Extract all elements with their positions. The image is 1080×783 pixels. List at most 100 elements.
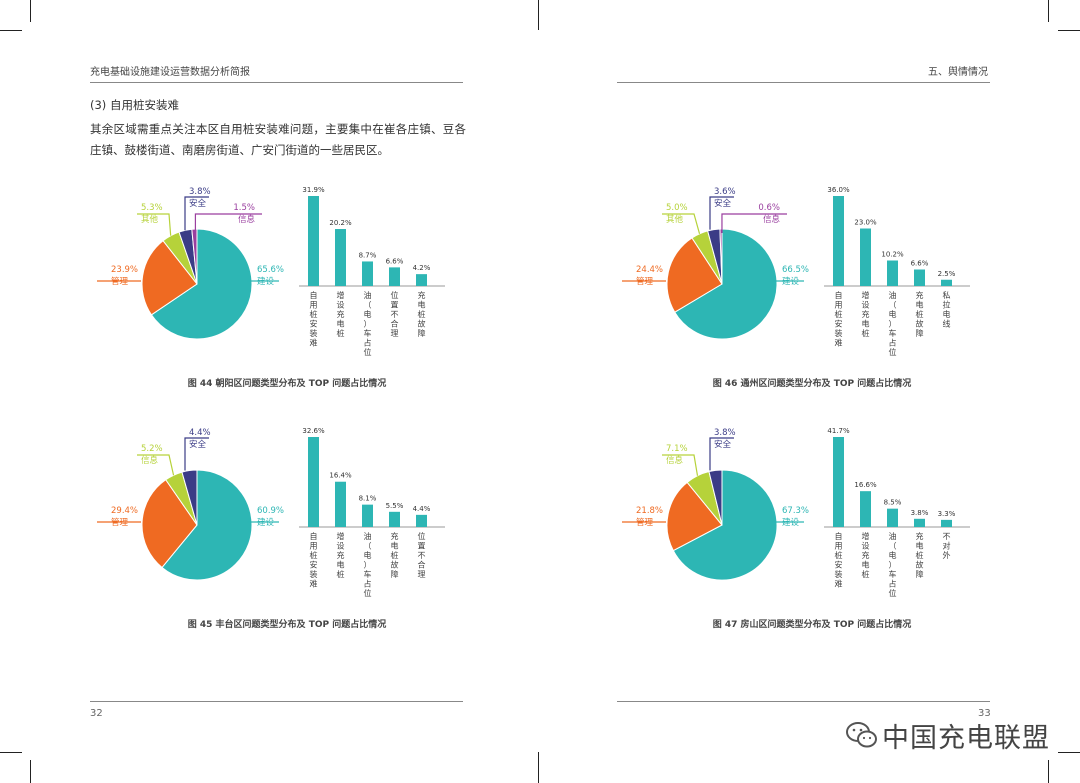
bar-category-char: 障 — [916, 569, 924, 579]
bar-category-char: 充 — [862, 309, 870, 319]
leader-line — [662, 454, 699, 476]
bar — [362, 504, 373, 527]
bar-category-char: 设 — [337, 541, 345, 551]
chart-svg: 65.6%建设 23.9%管理 5.3%其他 3.8%安全 1.5%信息 31.9% 自用桩… — [97, 186, 445, 357]
bar-category-char: 不 — [391, 310, 399, 319]
bar-category-char: 占 — [889, 338, 897, 348]
bar-category-char: 不 — [943, 532, 951, 541]
bar — [860, 228, 871, 286]
bar-value-label: 5.5% — [386, 502, 404, 510]
bar — [941, 279, 952, 286]
pie-slice-管理 — [141, 479, 198, 569]
bar-value-label: 10.2% — [881, 251, 904, 259]
pie-value-label: 65.6% — [257, 265, 284, 275]
pie-value-label: 1.5% — [233, 203, 255, 213]
bar-value-label: 6.6% — [386, 257, 404, 265]
bar-category-char: 装 — [835, 328, 843, 338]
bar-value-label: 20.2% — [329, 219, 352, 227]
pie-slice-建设 — [672, 469, 778, 581]
pie-category-label: 管理 — [636, 517, 654, 528]
leader-line — [184, 196, 209, 231]
bar-category-char: 设 — [337, 300, 345, 310]
bar-category-char: 电 — [916, 541, 924, 551]
bar-category-char: 桩 — [835, 309, 843, 319]
bar-category-char: 故 — [916, 560, 924, 570]
bar — [914, 518, 925, 527]
header-right-title: 五、舆情情况 — [928, 67, 988, 78]
leader-line — [137, 454, 175, 476]
bar-category-char: 增 — [862, 290, 870, 300]
page-number-right: 33 — [978, 708, 991, 719]
bar-category-char: 合 — [418, 560, 426, 570]
bar-category-char: 桩 — [310, 550, 318, 560]
bar-category-char: 私 — [943, 291, 951, 300]
leader-line — [709, 196, 734, 230]
bar-category-char: 电 — [943, 309, 951, 319]
figure-45: 60.9% 建设 29.4% 管理 5.2% 信息 4.4% 安全 32.6% 自用桩安装难 16.… — [97, 421, 477, 636]
bar-category-char: 装 — [835, 569, 843, 579]
pie-value-label: 21.8% — [636, 506, 663, 516]
bar-value-label: 31.9% — [302, 186, 325, 194]
bar — [416, 514, 427, 527]
bar-category-char: 充 — [337, 309, 345, 319]
bar-category-char: 用 — [835, 542, 843, 551]
bar — [335, 229, 346, 286]
bar-category-char: 车 — [889, 328, 897, 338]
bar-category-char: 置 — [391, 301, 399, 310]
bar-category-char: 增 — [337, 531, 345, 541]
pie-category-label: 信息 — [666, 455, 684, 466]
bar-category-char: 安 — [835, 560, 843, 570]
bar-category-char: 故 — [391, 560, 399, 570]
bar-category-char: 置 — [418, 542, 426, 551]
pie-category-label: 建设 — [782, 517, 800, 528]
bar — [416, 274, 427, 286]
bar-category-char: ） — [364, 320, 372, 329]
bar-category-char: ） — [889, 561, 897, 570]
bar-category-char: 位 — [364, 347, 372, 357]
bar-category-char: 故 — [418, 319, 426, 329]
leader-line — [709, 437, 734, 471]
bar-category-char: 理 — [391, 329, 399, 338]
body-paragraph: 其余区域需重点关注本区自用桩安装难问题，主要集中在崔各庄镇、豆各庄镇、鼓楼街道、… — [90, 122, 466, 157]
bar-category-char: 装 — [310, 328, 318, 338]
bar — [860, 491, 871, 527]
pie-value-label: 5.2% — [141, 444, 163, 454]
bar-category-char: 桩 — [916, 309, 924, 319]
pie-value-label: 0.6% — [758, 203, 780, 213]
bar-category-char: 故 — [916, 319, 924, 329]
leader-line — [721, 213, 787, 233]
header-divider — [617, 82, 990, 83]
bar — [389, 511, 400, 527]
footer-divider — [90, 701, 463, 702]
pie-value-label: 23.9% — [111, 265, 138, 275]
crop-mark — [30, 760, 31, 783]
pie-value-label: 7.1% — [666, 444, 688, 454]
bar-category-char: 油 — [364, 290, 372, 300]
bar-category-char: 电 — [862, 319, 870, 329]
bar — [389, 267, 400, 286]
bar-value-label: 16.6% — [854, 481, 877, 489]
pie-value-label: 24.4% — [636, 265, 663, 275]
crop-mark — [538, 752, 539, 783]
bar — [833, 196, 844, 286]
crop-mark — [0, 752, 22, 753]
crop-mark — [538, 0, 539, 30]
bar-category-char: 桩 — [862, 569, 870, 579]
bar-category-char: 占 — [889, 579, 897, 589]
pie-category-label: 安全 — [189, 439, 207, 450]
bar-category-char: 难 — [835, 338, 843, 348]
pie-slice-建设 — [161, 469, 253, 581]
pie-category-label: 信息 — [763, 214, 781, 225]
bar-value-label: 8.5% — [884, 499, 902, 507]
bar-category-char: 对 — [943, 541, 951, 551]
footer-divider — [617, 701, 990, 702]
bar-category-char: 自 — [835, 290, 843, 300]
pie-slice-信息 — [191, 228, 198, 285]
bar-category-char: 电 — [337, 560, 345, 570]
chart-svg: 67.3%建设21.8%管理7.1%信息3.8%安全41.7%自用桩安装难16.… — [622, 427, 970, 598]
pie-value-label: 5.3% — [141, 203, 163, 213]
pie-category-label: 建设 — [257, 276, 275, 287]
bar-value-label: 3.8% — [911, 509, 929, 517]
figure-caption: 图 46 通州区问题类型分布及 TOP 问题占比情况 — [712, 379, 912, 389]
bar-category-char: 自 — [835, 531, 843, 541]
